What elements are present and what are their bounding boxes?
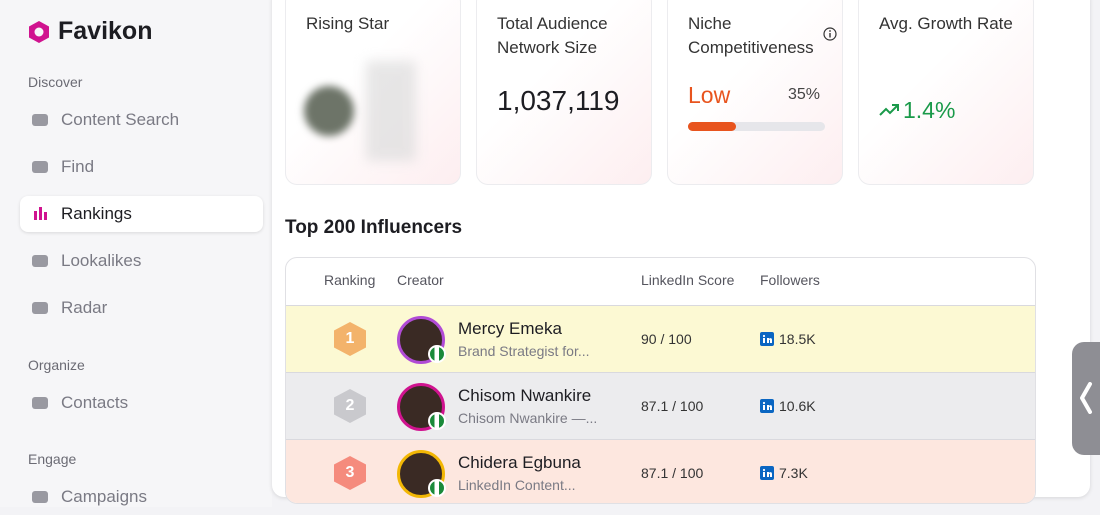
- card-title: Avg. Growth Rate: [879, 14, 1013, 33]
- rank-badge: 3: [334, 456, 366, 490]
- nav-icon: [34, 207, 47, 220]
- nav-label: Find: [61, 157, 95, 176]
- followers-count: 18.5K: [779, 331, 816, 347]
- table-row[interactable]: 3 Chidera Egbuna LinkedIn Content... 87.1 /…: [286, 439, 1035, 503]
- nav-icon: [32, 491, 48, 503]
- card: Rising Star: [285, 0, 461, 185]
- nav-section: Organize: [28, 357, 85, 373]
- logo: [29, 20, 49, 43]
- followers: 7.3K: [760, 465, 808, 481]
- card: Avg. Growth Rate 1.4%: [858, 0, 1034, 185]
- info-icon[interactable]: [823, 27, 837, 41]
- followers-count: 7.3K: [779, 465, 808, 481]
- chevron: [1080, 382, 1092, 414]
- nav-item[interactable]: Contacts: [20, 385, 263, 421]
- nav-icon: [32, 302, 48, 314]
- nav-item[interactable]: Find: [20, 149, 263, 185]
- score: 87.1 / 100: [641, 465, 704, 481]
- column-header: Ranking: [324, 272, 376, 288]
- progress-track: [688, 122, 825, 131]
- flag-badge: [428, 479, 446, 497]
- card: Niche Competitiveness Low 35%: [667, 0, 843, 185]
- card-title: Total Audience Network Size: [497, 14, 608, 57]
- nav-section: Engage: [28, 451, 77, 467]
- creator-bio: Brand Strategist for...: [458, 343, 590, 359]
- section-heading: Top 200 Influencers: [285, 217, 463, 238]
- nav-icon: [32, 255, 48, 267]
- card: Total Audience Network Size 1,037,119: [476, 0, 652, 185]
- brand: Favikon: [28, 17, 152, 46]
- rank-badge: 1: [334, 322, 366, 356]
- nav-icon: [32, 397, 48, 409]
- collapse-tab[interactable]: [1072, 342, 1100, 455]
- flag-badge: [428, 345, 446, 363]
- nav-label: Lookalikes: [61, 251, 142, 270]
- linkedin-icon: [760, 399, 774, 413]
- creator-name: Chisom Nwankire: [458, 386, 592, 405]
- nav-label: Content Search: [61, 110, 180, 129]
- nav-item[interactable]: Rankings: [20, 196, 263, 232]
- table-row[interactable]: 1 Mercy Emeka Brand Strategist for... 90 / …: [286, 305, 1035, 373]
- nav-item[interactable]: Campaigns: [20, 479, 263, 515]
- rank-badge: 2: [334, 389, 366, 423]
- linkedin-icon: [760, 466, 774, 480]
- brand-name: Favikon: [58, 17, 153, 45]
- flag-badge: [428, 412, 446, 430]
- card-title: Rising Star: [306, 14, 390, 33]
- card-title: Niche Competitiveness: [688, 14, 814, 57]
- blurred-avatar: [304, 86, 354, 136]
- column-header: Creator: [397, 272, 444, 288]
- nav-label: Radar: [61, 298, 108, 317]
- column-header: LinkedIn Score: [641, 272, 735, 288]
- nav-item[interactable]: Lookalikes: [20, 243, 263, 279]
- nav-label: Campaigns: [61, 487, 147, 506]
- blurred-text: [366, 61, 416, 161]
- followers: 10.6K: [760, 398, 816, 414]
- niche-percent: 35%: [788, 86, 821, 103]
- progress-fill: [688, 122, 736, 131]
- nav-icon: [32, 161, 48, 173]
- table: Ranking Creator LinkedIn Score Followers 1 Me…: [285, 257, 1036, 504]
- trend-icon: [879, 104, 899, 116]
- table-row[interactable]: 2 Chisom Nwankire Chisom Nwankire —... 87.1…: [286, 372, 1035, 440]
- score: 87.1 / 100: [641, 398, 704, 414]
- growth-value: 1.4%: [903, 97, 956, 123]
- followers-count: 10.6K: [779, 398, 816, 414]
- nav-icon: [32, 114, 48, 126]
- creator-bio: LinkedIn Content...: [458, 477, 576, 493]
- nav-label: Contacts: [61, 393, 129, 412]
- column-header: Followers: [760, 272, 820, 288]
- linkedin-icon: [760, 332, 774, 346]
- followers: 18.5K: [760, 331, 816, 347]
- nav-label: Rankings: [61, 204, 132, 223]
- nav-item[interactable]: Radar: [20, 290, 263, 326]
- niche-level: Low: [688, 82, 731, 108]
- creator-name: Chidera Egbuna: [458, 453, 581, 472]
- audience-value: 1,037,119: [497, 85, 620, 116]
- sidebar: Favikon Discover Content Search Find Rankin…: [0, 0, 272, 507]
- score: 90 / 100: [641, 331, 692, 347]
- creator-name: Mercy Emeka: [458, 319, 562, 338]
- nav-item[interactable]: Content Search: [20, 102, 263, 138]
- nav-section: Discover: [28, 74, 83, 90]
- creator-bio: Chisom Nwankire —...: [458, 410, 598, 426]
